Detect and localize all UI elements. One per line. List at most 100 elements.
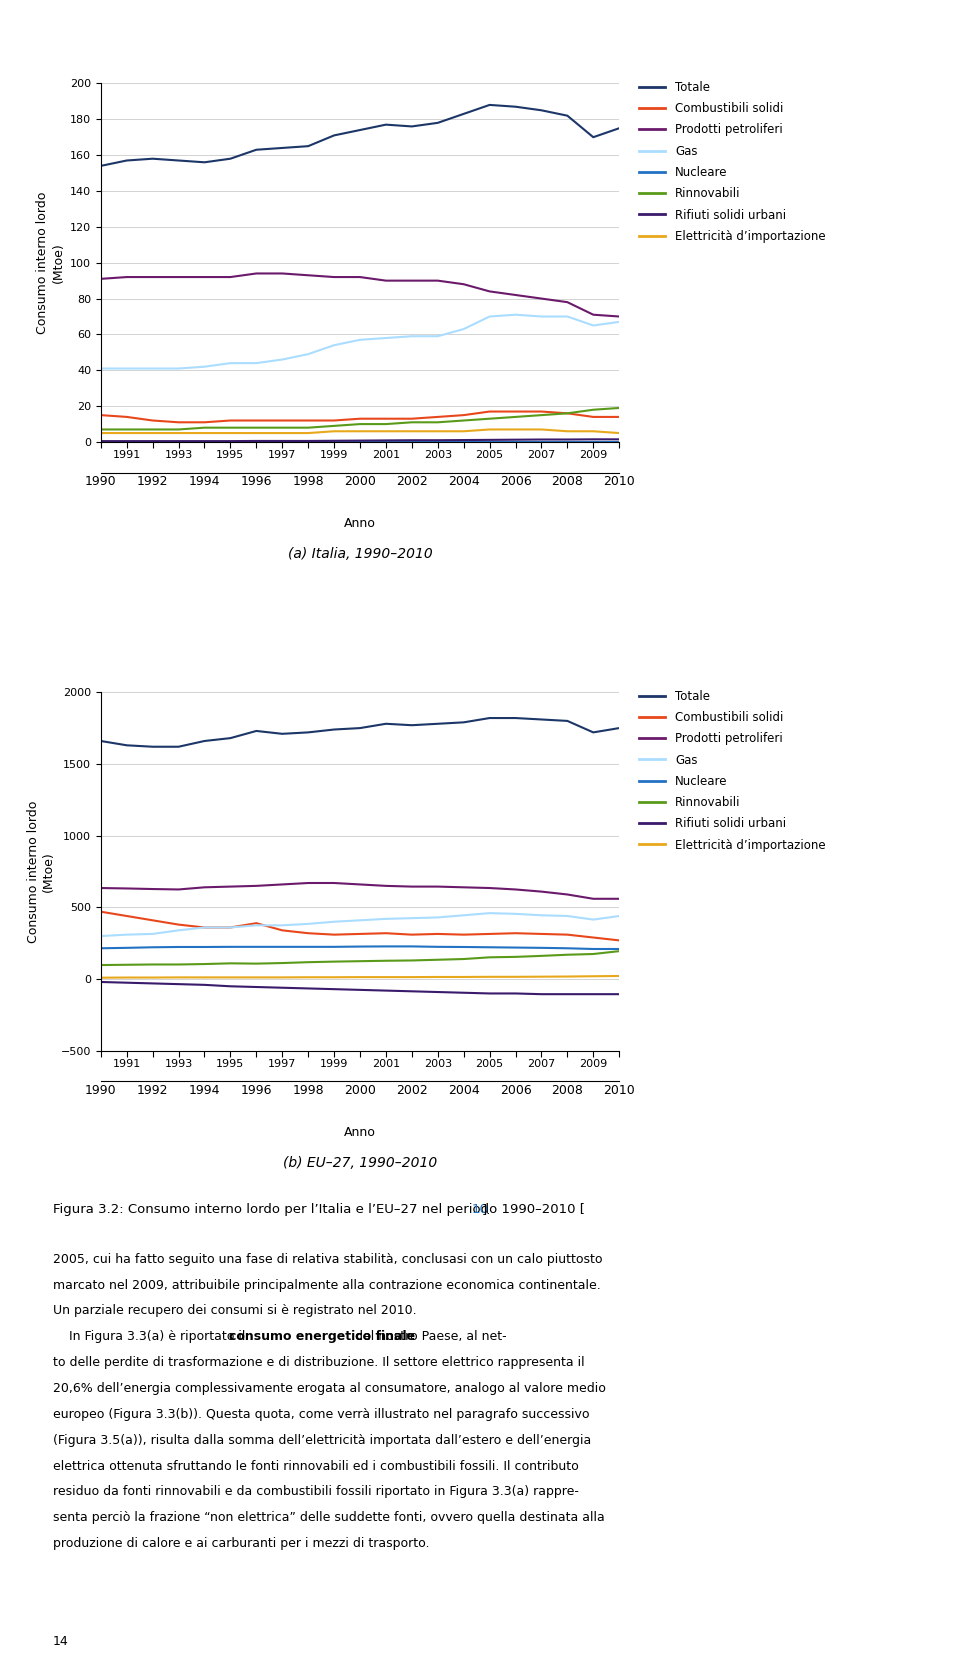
Totale xyxy=(354,717,366,737)
Combustibili solidi xyxy=(276,410,288,430)
Nucleare xyxy=(458,937,469,957)
Rifiuti solidi urbani xyxy=(510,984,521,1004)
Totale xyxy=(484,95,495,115)
Rinnovabili xyxy=(354,414,366,434)
Gas xyxy=(199,917,210,937)
Combustibili solidi xyxy=(173,914,184,934)
Elettricità d’importazione xyxy=(225,424,236,444)
Rifiuti solidi urbani xyxy=(276,977,288,997)
Line: Gas: Gas xyxy=(101,912,619,936)
Combustibili solidi xyxy=(276,921,288,941)
Rinnovabili xyxy=(380,951,392,971)
Gas xyxy=(536,906,547,926)
Nucleare xyxy=(251,937,262,957)
Elettricità d’importazione xyxy=(562,966,573,986)
Text: marcato nel 2009, attribuibile principalmente alla contrazione economica contine: marcato nel 2009, attribuibile principal… xyxy=(53,1279,601,1291)
Nucleare xyxy=(613,939,625,959)
Prodotti petroliferi xyxy=(510,285,521,305)
Elettricità d’importazione xyxy=(613,424,625,444)
Prodotti petroliferi xyxy=(613,307,625,327)
Prodotti petroliferi xyxy=(302,872,314,892)
Prodotti petroliferi xyxy=(147,267,158,287)
Elettricità d’importazione xyxy=(95,967,107,987)
Elettricità d’importazione xyxy=(328,967,340,987)
Gas xyxy=(458,319,469,339)
Prodotti petroliferi xyxy=(406,877,418,897)
Elettricità d’importazione xyxy=(354,422,366,442)
Gas xyxy=(458,906,469,926)
Elettricità d’importazione xyxy=(510,967,521,987)
Elettricità d’importazione xyxy=(173,424,184,444)
Nucleare xyxy=(432,937,444,957)
Gas xyxy=(510,305,521,325)
Prodotti petroliferi xyxy=(199,877,210,897)
Prodotti petroliferi xyxy=(121,879,132,899)
Combustibili solidi xyxy=(328,410,340,430)
Elettricità d’importazione xyxy=(406,967,418,987)
Combustibili solidi xyxy=(380,409,392,429)
Combustibili solidi xyxy=(95,902,107,922)
Line: Rinnovabili: Rinnovabili xyxy=(101,409,619,429)
Rifiuti solidi urbani xyxy=(302,430,314,450)
Line: Prodotti petroliferi: Prodotti petroliferi xyxy=(101,882,619,899)
Elettricità d’importazione xyxy=(276,967,288,987)
Combustibili solidi xyxy=(225,410,236,430)
Nucleare xyxy=(510,432,521,452)
Rifiuti solidi urbani xyxy=(251,430,262,450)
Nucleare xyxy=(484,937,495,957)
Line: Prodotti petroliferi: Prodotti petroliferi xyxy=(101,274,619,317)
Rifiuti solidi urbani xyxy=(458,430,469,450)
Combustibili solidi xyxy=(121,906,132,926)
Totale xyxy=(225,148,236,168)
Prodotti petroliferi xyxy=(380,270,392,290)
Rinnovabili xyxy=(251,954,262,974)
Combustibili solidi xyxy=(199,917,210,937)
Prodotti petroliferi xyxy=(251,876,262,896)
Line: Elettricità d’importazione: Elettricità d’importazione xyxy=(101,976,619,977)
Totale xyxy=(147,148,158,168)
Prodotti petroliferi xyxy=(225,267,236,287)
Nucleare xyxy=(380,432,392,452)
Prodotti petroliferi xyxy=(95,269,107,289)
Totale xyxy=(199,152,210,172)
Gas xyxy=(302,914,314,934)
Text: produzione di calore e ai carburanti per i mezzi di trasporto.: produzione di calore e ai carburanti per… xyxy=(53,1538,429,1550)
Elettricità d’importazione xyxy=(458,422,469,442)
Rifiuti solidi urbani xyxy=(95,972,107,992)
Rinnovabili xyxy=(406,951,418,971)
Nucleare xyxy=(276,432,288,452)
Rifiuti solidi urbani xyxy=(432,430,444,450)
Rinnovabili xyxy=(432,412,444,432)
Gas xyxy=(432,327,444,347)
Rinnovabili xyxy=(173,419,184,439)
Totale xyxy=(536,100,547,120)
Rinnovabili xyxy=(458,949,469,969)
Elettricità d’importazione xyxy=(251,967,262,987)
Gas xyxy=(328,335,340,355)
Elettricità d’importazione xyxy=(121,424,132,444)
Rifiuti solidi urbani xyxy=(484,430,495,450)
Combustibili solidi xyxy=(562,404,573,424)
Combustibili solidi xyxy=(121,407,132,427)
Prodotti petroliferi xyxy=(173,267,184,287)
Elettricità d’importazione xyxy=(380,967,392,987)
Combustibili solidi xyxy=(562,924,573,944)
Rinnovabili xyxy=(328,415,340,435)
Nucleare xyxy=(380,936,392,956)
Gas xyxy=(173,921,184,941)
Gas xyxy=(276,916,288,936)
Rinnovabili xyxy=(302,417,314,437)
Elettricità d’importazione xyxy=(302,424,314,444)
Elettricità d’importazione xyxy=(121,967,132,987)
Totale xyxy=(354,120,366,140)
Nucleare xyxy=(458,432,469,452)
Totale xyxy=(406,716,418,736)
Elettricità d’importazione xyxy=(380,422,392,442)
Rinnovabili xyxy=(147,954,158,974)
Gas xyxy=(173,359,184,379)
Elettricità d’importazione xyxy=(536,967,547,987)
Combustibili solidi xyxy=(536,924,547,944)
Text: Un parziale recupero dei consumi si è registrato nel 2010.: Un parziale recupero dei consumi si è re… xyxy=(53,1304,417,1318)
Rifiuti solidi urbani xyxy=(432,982,444,1002)
Totale xyxy=(613,717,625,737)
